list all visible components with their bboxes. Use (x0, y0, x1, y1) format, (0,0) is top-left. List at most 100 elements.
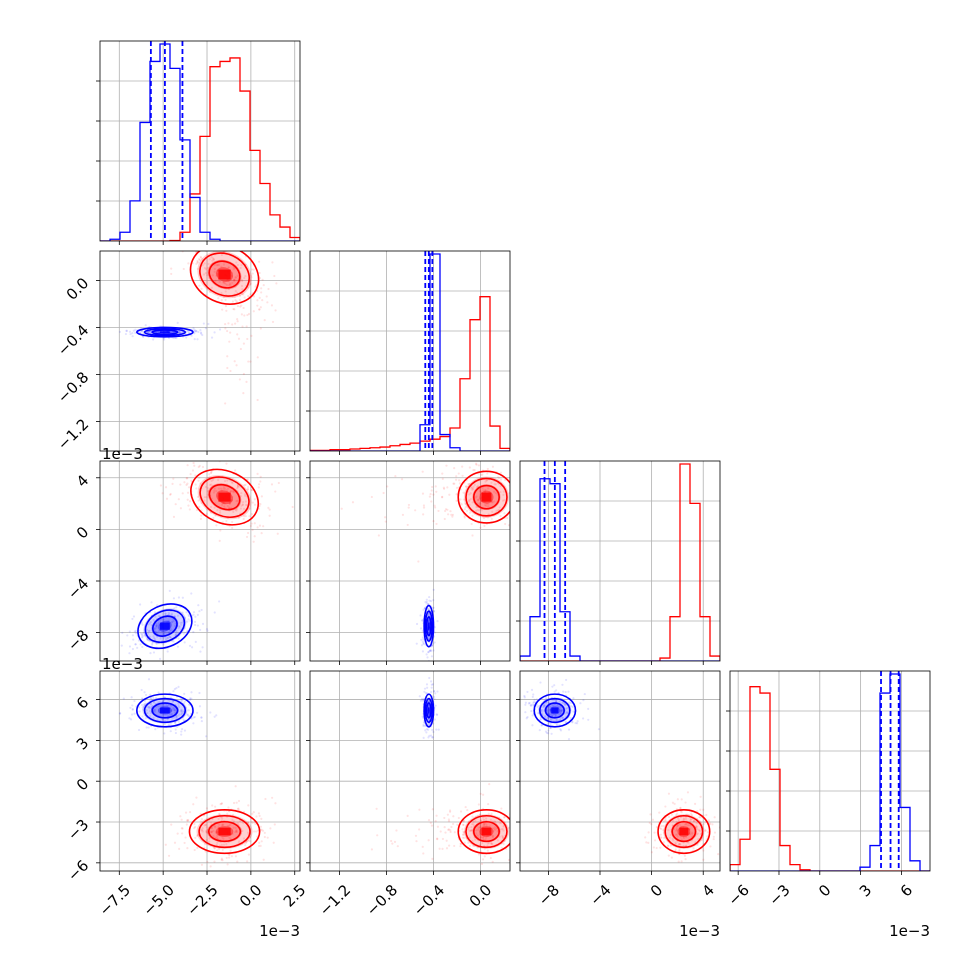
scatter-point (242, 372, 245, 376)
scatter-point (196, 338, 199, 341)
scatter-point (235, 829, 238, 832)
scatter-point (684, 801, 687, 804)
scatter-point (462, 498, 465, 501)
scatter-point (702, 849, 705, 852)
scatter-point (660, 836, 663, 839)
scatter-point (524, 703, 527, 706)
scatter-point (221, 848, 224, 852)
scatter-point (468, 500, 471, 503)
scatter-point (486, 842, 489, 845)
scatter-point (198, 259, 201, 262)
scatter-point (198, 464, 201, 467)
scatter-point (395, 829, 398, 832)
scatter-point (463, 831, 466, 834)
scatter-point (443, 517, 446, 521)
scatter-point (228, 502, 231, 505)
density-peak-blue (160, 707, 170, 714)
scatter-point (238, 294, 242, 297)
scatter-point (118, 330, 122, 334)
scatter-point (131, 704, 134, 707)
scatter-point (425, 728, 428, 731)
scatter-point (234, 508, 237, 511)
scatter-point (236, 807, 240, 810)
scatter-point (461, 836, 465, 839)
scatter-point (221, 823, 224, 826)
scatter-point (164, 486, 168, 489)
scatter-point (423, 687, 427, 690)
scatter-point (169, 636, 172, 639)
scatter-point (511, 503, 513, 505)
scatter-point (214, 805, 217, 808)
scatter-point (561, 683, 564, 686)
scatter-point (231, 818, 234, 822)
scatter-point (125, 329, 128, 333)
scatter-point (235, 830, 238, 833)
scatter-point (244, 274, 247, 278)
scatter-point (422, 504, 426, 507)
scatter-point (236, 485, 240, 488)
scatter-point (476, 485, 480, 488)
scatter-point (501, 499, 505, 502)
scatter-point (427, 839, 430, 842)
scatter-point (251, 272, 254, 275)
scatter-point (228, 823, 232, 827)
scatter-point (427, 736, 430, 739)
scatter-point (236, 333, 239, 336)
y-offset-label: 1e−3 (102, 655, 143, 673)
scatter-point (192, 722, 195, 725)
scatter-point (185, 819, 189, 822)
scatter-point (565, 678, 568, 682)
scatter-point (131, 335, 134, 338)
scatter-point (481, 473, 484, 476)
scatter-point (459, 845, 462, 848)
scatter-point (458, 482, 462, 485)
scatter-point (246, 488, 249, 491)
scatter-point (175, 629, 178, 632)
scatter-point (471, 823, 474, 826)
scatter-point (177, 498, 180, 501)
scatter-point (139, 326, 142, 330)
scatter-point (224, 290, 227, 293)
scatter-point (139, 632, 142, 635)
scatter-point (247, 821, 250, 824)
scatter-point (704, 829, 707, 832)
scatter-point (172, 716, 176, 719)
scatter-point (254, 285, 257, 288)
scatter-point (154, 615, 157, 618)
scatter-point (427, 728, 430, 731)
scatter-point (480, 862, 484, 866)
scatter-point (233, 360, 236, 363)
scatter-point (721, 809, 723, 811)
scatter-point (482, 516, 486, 520)
scatter-point (173, 707, 176, 710)
scatter-point (370, 495, 373, 499)
scatter-point (199, 517, 203, 520)
scatter-point (224, 298, 227, 302)
scatter-point (479, 490, 482, 493)
scatter-point (218, 812, 221, 815)
scatter-point (155, 626, 158, 629)
scatter-point (217, 817, 220, 821)
scatter-point (238, 378, 241, 381)
contour-red-2 (208, 483, 241, 511)
scatter-point (210, 483, 213, 486)
scatter-point (138, 710, 141, 713)
scatter-point (479, 833, 482, 836)
scatter-point (140, 688, 143, 692)
panel-frame (99, 460, 301, 662)
scatter-point (162, 633, 165, 636)
scatter-point (171, 482, 174, 485)
scatter-point (195, 796, 198, 799)
scatter-point (467, 826, 470, 829)
scatter-point (215, 524, 218, 527)
scatter-point (177, 637, 180, 640)
scatter-point (486, 516, 489, 519)
panel-3-1: −1.2 −0.8 −0.4 0.0 (306, 670, 511, 920)
density-peak-blue (160, 622, 170, 630)
scatter-point (213, 489, 216, 492)
scatter-point (429, 599, 433, 603)
scatter-point (194, 640, 197, 643)
scatter-point (441, 837, 445, 841)
scatter-point (435, 814, 438, 817)
